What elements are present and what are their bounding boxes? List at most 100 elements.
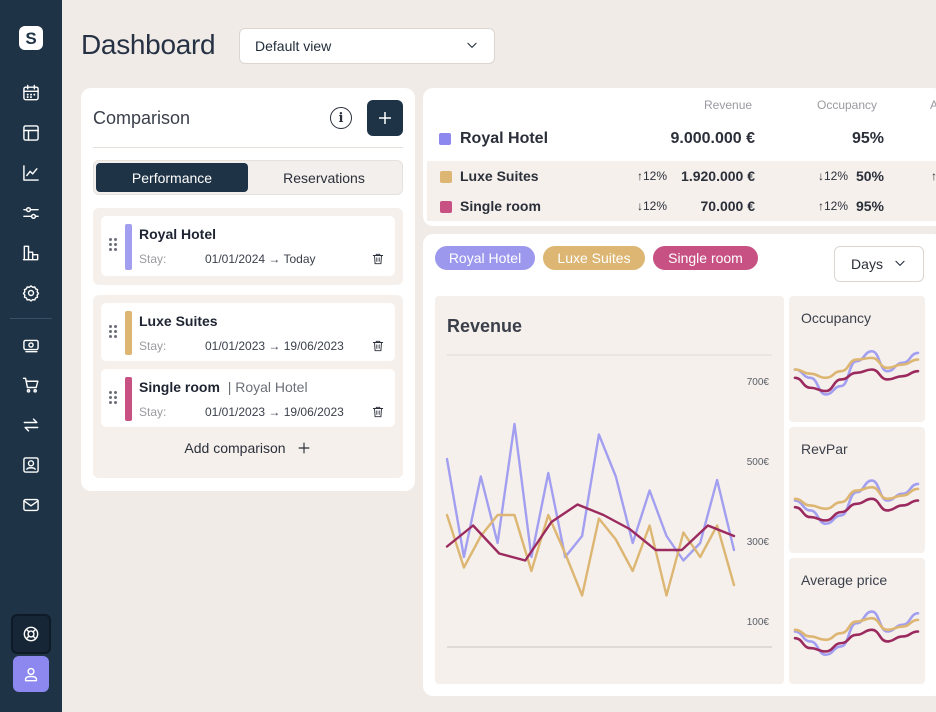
card-name: Luxe Suites — [139, 313, 218, 329]
row-name: Luxe Suites — [460, 168, 539, 184]
stay-dates: 01/01/2023 → 19/06/2023 — [205, 339, 344, 353]
user-button[interactable] — [13, 656, 49, 692]
charts-panel: Royal Hotel Luxe Suites Single room Days… — [423, 234, 936, 696]
chart-title: Revenue — [447, 316, 523, 336]
primary-group: Royal Hotel Stay: 01/01/2024 → Today — [93, 208, 403, 285]
card-name: Single room | Royal Hotel — [139, 379, 308, 395]
page-title: Dashboard — [81, 29, 216, 60]
comparison-card[interactable]: Single room | Royal Hotel Stay: 01/01/20… — [101, 369, 395, 427]
column-header-revenue: Revenue — [704, 98, 753, 112]
card-name: Royal Hotel — [139, 226, 217, 242]
row-occupancy: 95% — [851, 130, 884, 147]
series-line-royal-hotel — [445, 422, 736, 562]
cart-icon[interactable] — [13, 367, 49, 403]
column-header-occupancy: Occupancy — [817, 98, 878, 112]
logo-letter: S — [25, 28, 37, 48]
color-swatch — [125, 311, 132, 355]
contact-card-icon[interactable] — [13, 447, 49, 483]
transfer-icon[interactable] — [13, 407, 49, 443]
lifebuoy-icon — [23, 626, 39, 642]
occupancy-chart-svg — [793, 349, 920, 396]
color-swatch — [125, 377, 132, 421]
series-line-luxe-suites — [793, 616, 920, 642]
filter-chip-single-room[interactable]: Single room — [653, 246, 758, 270]
color-swatch — [439, 133, 451, 145]
calendar-icon[interactable] — [13, 75, 49, 111]
help-button[interactable] — [11, 614, 51, 654]
row-occupancy-delta: ↓12% — [817, 169, 848, 183]
line-chart-icon[interactable] — [13, 155, 49, 191]
period-value: Days — [851, 256, 883, 272]
tab-reservations[interactable]: Reservations — [283, 169, 365, 186]
drag-handle-icon[interactable] — [109, 238, 117, 252]
revenue-chart-svg: 700€ 500€ 300€ 100€ — [445, 354, 772, 648]
gear-icon[interactable] — [13, 275, 49, 311]
card-name-text: Luxe Suites — [139, 313, 218, 329]
comparison-panel: Comparison i Performance Reservations Ro… — [81, 88, 415, 491]
series-line-luxe-suites — [793, 485, 920, 511]
y-tick-label: 100€ — [747, 617, 770, 628]
stay-label: Stay: — [139, 405, 167, 419]
plus-icon — [379, 112, 391, 124]
comparison-tabs: Performance Reservations — [93, 160, 403, 195]
row-occupancy: 50% — [855, 168, 884, 184]
row-revenue-delta: ↓12% — [636, 199, 667, 213]
row-extra: ↑ — [931, 169, 936, 183]
average-price-chart: Average price — [789, 558, 925, 684]
trash-icon[interactable] — [371, 405, 385, 419]
add-comparison-label: Add comparison — [184, 440, 286, 456]
series-line-single-room — [793, 497, 920, 522]
series-line-single-room — [445, 503, 736, 562]
comparison-card[interactable]: Luxe Suites Stay: 01/01/2023 → 19/06/202… — [101, 303, 395, 361]
revpar-chart-svg — [793, 479, 920, 526]
drag-handle-icon[interactable] — [109, 325, 117, 339]
chart-title: RevPar — [801, 441, 848, 457]
color-swatch — [440, 171, 452, 183]
tab-performance[interactable]: Performance — [96, 163, 248, 192]
card-sub: | Royal Hotel — [227, 379, 308, 395]
stay-label: Stay: — [139, 252, 167, 266]
comparison-title: Comparison — [93, 108, 191, 128]
sliders-icon[interactable] — [13, 195, 49, 231]
mail-icon[interactable] — [13, 487, 49, 523]
view-select[interactable]: Default view — [239, 28, 495, 64]
trash-icon[interactable] — [371, 252, 385, 266]
series-line-single-room — [793, 628, 920, 653]
divider — [93, 147, 403, 148]
row-revenue: 70.000 € — [700, 198, 756, 214]
summary-table: Revenue Occupancy A Royal Hotel 9.000.00… — [423, 88, 936, 226]
color-swatch — [440, 201, 452, 213]
filter-chip-royal-hotel[interactable]: Royal Hotel — [435, 246, 535, 270]
trash-icon[interactable] — [371, 339, 385, 353]
comparison-card-primary[interactable]: Royal Hotel Stay: 01/01/2024 → Today — [101, 216, 395, 276]
chevron-down-icon — [465, 38, 479, 55]
info-icon[interactable]: i — [330, 107, 352, 129]
building-chart-icon[interactable] — [13, 235, 49, 271]
occupancy-chart: Occupancy — [789, 296, 925, 422]
add-comparison-button[interactable]: Add comparison — [93, 440, 403, 456]
column-header-extra: A — [930, 98, 936, 112]
row-revenue: 9.000.000 € — [670, 130, 755, 147]
app-logo[interactable]: S — [19, 26, 43, 50]
y-tick-label: 700€ — [747, 377, 770, 388]
money-icon[interactable] — [13, 327, 49, 363]
chart-title: Occupancy — [801, 310, 872, 326]
row-occupancy: 95% — [855, 198, 884, 214]
add-button[interactable] — [367, 100, 403, 136]
stay-label: Stay: — [139, 339, 167, 353]
drag-handle-icon[interactable] — [109, 391, 117, 405]
summary-sub-rows: Luxe Suites ↑12% 1.920.000 € ↓12% 50% ↑ … — [427, 161, 936, 221]
series-line-luxe-suites — [445, 513, 736, 597]
average-price-chart-svg — [793, 610, 920, 657]
sidebar-divider — [10, 318, 52, 319]
chart-title: Average price — [801, 572, 888, 588]
series-line-single-room — [793, 368, 920, 393]
y-tick-label: 300€ — [747, 537, 770, 548]
period-select[interactable]: Days — [834, 246, 924, 282]
comparison-group: Luxe Suites Stay: 01/01/2023 → 19/06/202… — [93, 295, 403, 478]
user-icon — [24, 667, 38, 682]
color-swatch — [125, 224, 132, 270]
filter-chip-luxe-suites[interactable]: Luxe Suites — [543, 246, 645, 270]
layout-icon[interactable] — [13, 115, 49, 151]
revpar-chart: RevPar — [789, 427, 925, 553]
